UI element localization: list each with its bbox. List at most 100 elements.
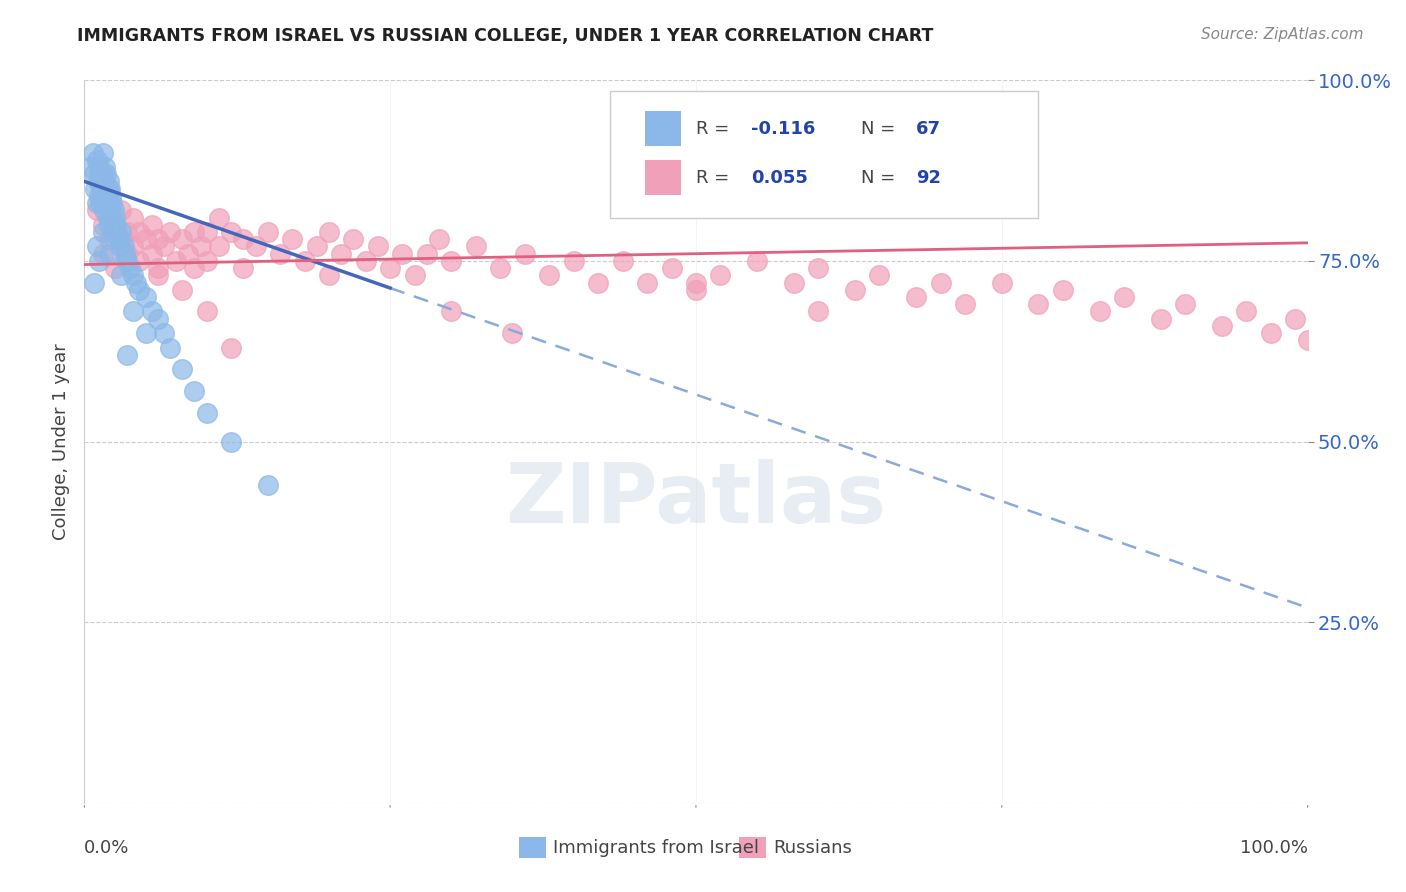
Point <box>107 232 129 246</box>
Point <box>146 311 169 326</box>
Point <box>101 196 124 211</box>
Point <box>87 189 110 203</box>
Point <box>105 225 128 239</box>
Point <box>165 253 187 268</box>
Point <box>464 239 486 253</box>
Point <box>97 189 120 203</box>
Point <box>183 261 205 276</box>
Text: ZIPatlas: ZIPatlas <box>506 458 886 540</box>
Point <box>562 253 585 268</box>
Point <box>110 232 132 246</box>
Point <box>612 253 634 268</box>
Point <box>257 478 280 492</box>
Point <box>183 384 205 398</box>
Point <box>114 246 136 260</box>
Text: 100.0%: 100.0% <box>1240 838 1308 857</box>
Point <box>1236 304 1258 318</box>
Point <box>118 261 141 276</box>
Point <box>141 304 163 318</box>
Point <box>135 232 157 246</box>
Point <box>115 225 138 239</box>
Point <box>87 253 110 268</box>
Y-axis label: College, Under 1 year: College, Under 1 year <box>52 343 70 540</box>
Point <box>905 290 928 304</box>
Point <box>513 246 536 260</box>
Point <box>190 239 212 253</box>
Point <box>661 261 683 276</box>
Point <box>538 268 561 283</box>
Point <box>97 182 120 196</box>
Text: N =: N = <box>860 120 901 137</box>
Point <box>159 225 181 239</box>
Point <box>115 253 138 268</box>
Point <box>685 276 707 290</box>
Point <box>122 268 145 283</box>
Text: 92: 92 <box>917 169 941 186</box>
Point <box>354 253 377 268</box>
Point <box>125 276 148 290</box>
Point <box>1174 297 1197 311</box>
Point <box>96 167 118 181</box>
Point <box>97 218 120 232</box>
Point <box>330 246 353 260</box>
Point <box>953 297 976 311</box>
Point <box>219 434 242 449</box>
Point <box>104 232 127 246</box>
Point <box>586 276 609 290</box>
Point <box>108 239 131 253</box>
Point <box>115 246 138 260</box>
Text: Source: ZipAtlas.com: Source: ZipAtlas.com <box>1201 27 1364 42</box>
Point <box>172 232 194 246</box>
Point <box>195 304 218 318</box>
Point <box>89 196 111 211</box>
Point <box>281 232 304 246</box>
Point <box>219 341 242 355</box>
Point <box>232 232 254 246</box>
Point <box>219 225 242 239</box>
Point <box>82 145 104 160</box>
Point <box>153 239 176 253</box>
Point <box>97 196 120 211</box>
Point <box>90 182 112 196</box>
Point <box>86 196 108 211</box>
Point <box>146 261 169 276</box>
Text: 67: 67 <box>917 120 941 137</box>
Point <box>96 196 118 211</box>
Point <box>98 203 121 218</box>
Point <box>427 232 450 246</box>
Point <box>128 253 150 268</box>
Point <box>391 246 413 260</box>
Point <box>91 225 114 239</box>
Point <box>440 304 463 318</box>
Point <box>100 211 122 225</box>
Point <box>342 232 364 246</box>
Point <box>91 145 114 160</box>
Point <box>318 225 340 239</box>
Point <box>807 261 830 276</box>
Point <box>101 225 124 239</box>
FancyBboxPatch shape <box>738 837 766 858</box>
Point <box>112 239 135 253</box>
Point <box>141 246 163 260</box>
Point <box>1052 283 1074 297</box>
Point <box>1211 318 1233 333</box>
Point <box>709 268 731 283</box>
Point <box>122 239 145 253</box>
FancyBboxPatch shape <box>610 91 1039 218</box>
Point <box>929 276 952 290</box>
Point <box>135 290 157 304</box>
Point <box>83 276 105 290</box>
Point <box>1028 297 1050 311</box>
Point <box>97 211 120 225</box>
Point <box>636 276 658 290</box>
Point <box>93 203 115 218</box>
Point <box>91 167 114 181</box>
Point <box>1284 311 1306 326</box>
Point <box>97 232 120 246</box>
Point <box>489 261 512 276</box>
FancyBboxPatch shape <box>644 161 682 195</box>
Point <box>104 261 127 276</box>
Text: Russians: Russians <box>773 838 852 856</box>
Point <box>128 225 150 239</box>
Point <box>1088 304 1111 318</box>
